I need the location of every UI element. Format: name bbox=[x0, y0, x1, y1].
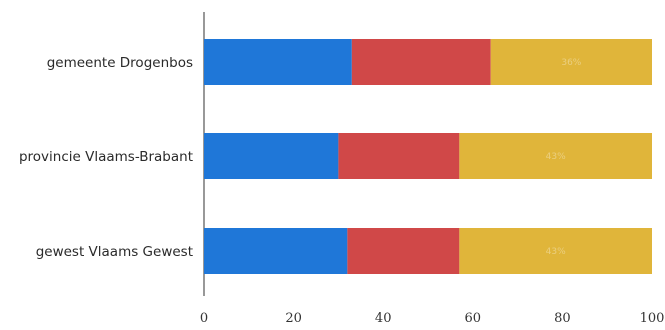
bar-segment-3-row-3 bbox=[459, 228, 652, 274]
category-label-2: provincie Vlaams-Brabant bbox=[19, 149, 193, 165]
x-axis-ticks: 0 20 40 60 80 100 bbox=[200, 311, 665, 326]
category-label-1: gemeente Drogenbos bbox=[47, 55, 193, 71]
bar-segment-3-row-1 bbox=[490, 39, 652, 85]
x-tick-label-4: 60 bbox=[465, 311, 482, 326]
bars-group: 36% 43% 43% bbox=[204, 39, 652, 274]
x-tick-label-2: 20 bbox=[285, 311, 302, 326]
x-tick-label-6: 100 bbox=[640, 311, 665, 326]
category-label-3: gewest Vlaams Gewest bbox=[36, 244, 193, 260]
bar-segment-2-row-2 bbox=[338, 133, 460, 179]
bar-segment-1-row-2 bbox=[204, 133, 339, 179]
category-labels: gemeente Drogenbos provincie Vlaams-Braba… bbox=[19, 55, 193, 260]
bar-segment-1-row-3 bbox=[204, 228, 348, 274]
segment-label-3-row-2: 43% bbox=[546, 152, 566, 162]
segment-label-3-row-3: 43% bbox=[546, 247, 566, 257]
x-tick-label-1: 0 bbox=[200, 311, 208, 326]
x-tick-label-5: 80 bbox=[554, 311, 571, 326]
bar-segment-2-row-3 bbox=[347, 228, 460, 274]
segment-label-3-row-1: 36% bbox=[561, 58, 581, 68]
bar-segment-1-row-1 bbox=[204, 39, 352, 85]
bar-segment-2-row-1 bbox=[351, 39, 491, 85]
x-tick-label-3: 40 bbox=[375, 311, 392, 326]
bar-segment-3-row-2 bbox=[459, 133, 652, 179]
